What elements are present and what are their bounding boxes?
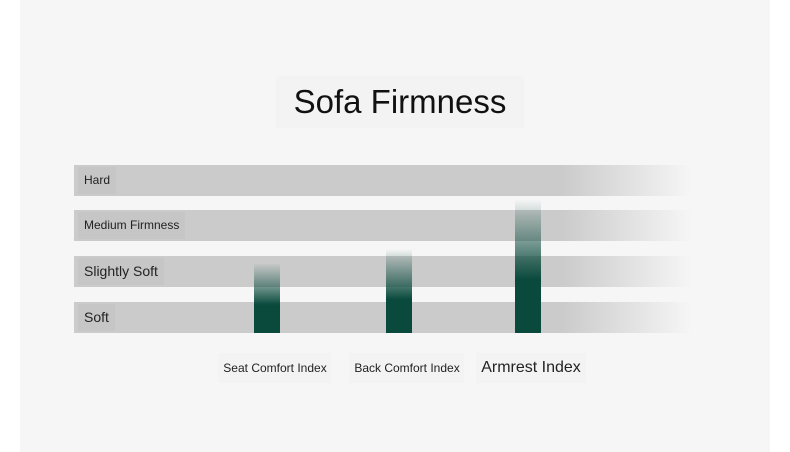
category-label-seat-comfort-index: Seat Comfort Index [218, 353, 332, 383]
level-label-slightly-soft: Slightly Soft [78, 258, 164, 285]
bar-armrest-index [515, 198, 541, 333]
level-label-medium-firmness: Medium Firmness [78, 212, 186, 239]
level-band-soft: Soft [74, 302, 692, 333]
category-label-armrest-index: Armrest Index [476, 353, 586, 383]
level-label-soft: Soft [78, 304, 115, 331]
bar-seat-comfort-index [254, 262, 280, 333]
category-label-back-comfort-index: Back Comfort Index [349, 353, 465, 383]
level-band-medium-firmness: Medium Firmness [74, 210, 692, 241]
level-label-hard: Hard [78, 167, 117, 194]
level-band-slightly-soft: Slightly Soft [74, 256, 692, 287]
chart-title: Sofa Firmness [276, 76, 524, 128]
bar-back-comfort-index [386, 248, 412, 333]
level-band-hard: Hard [74, 165, 692, 196]
